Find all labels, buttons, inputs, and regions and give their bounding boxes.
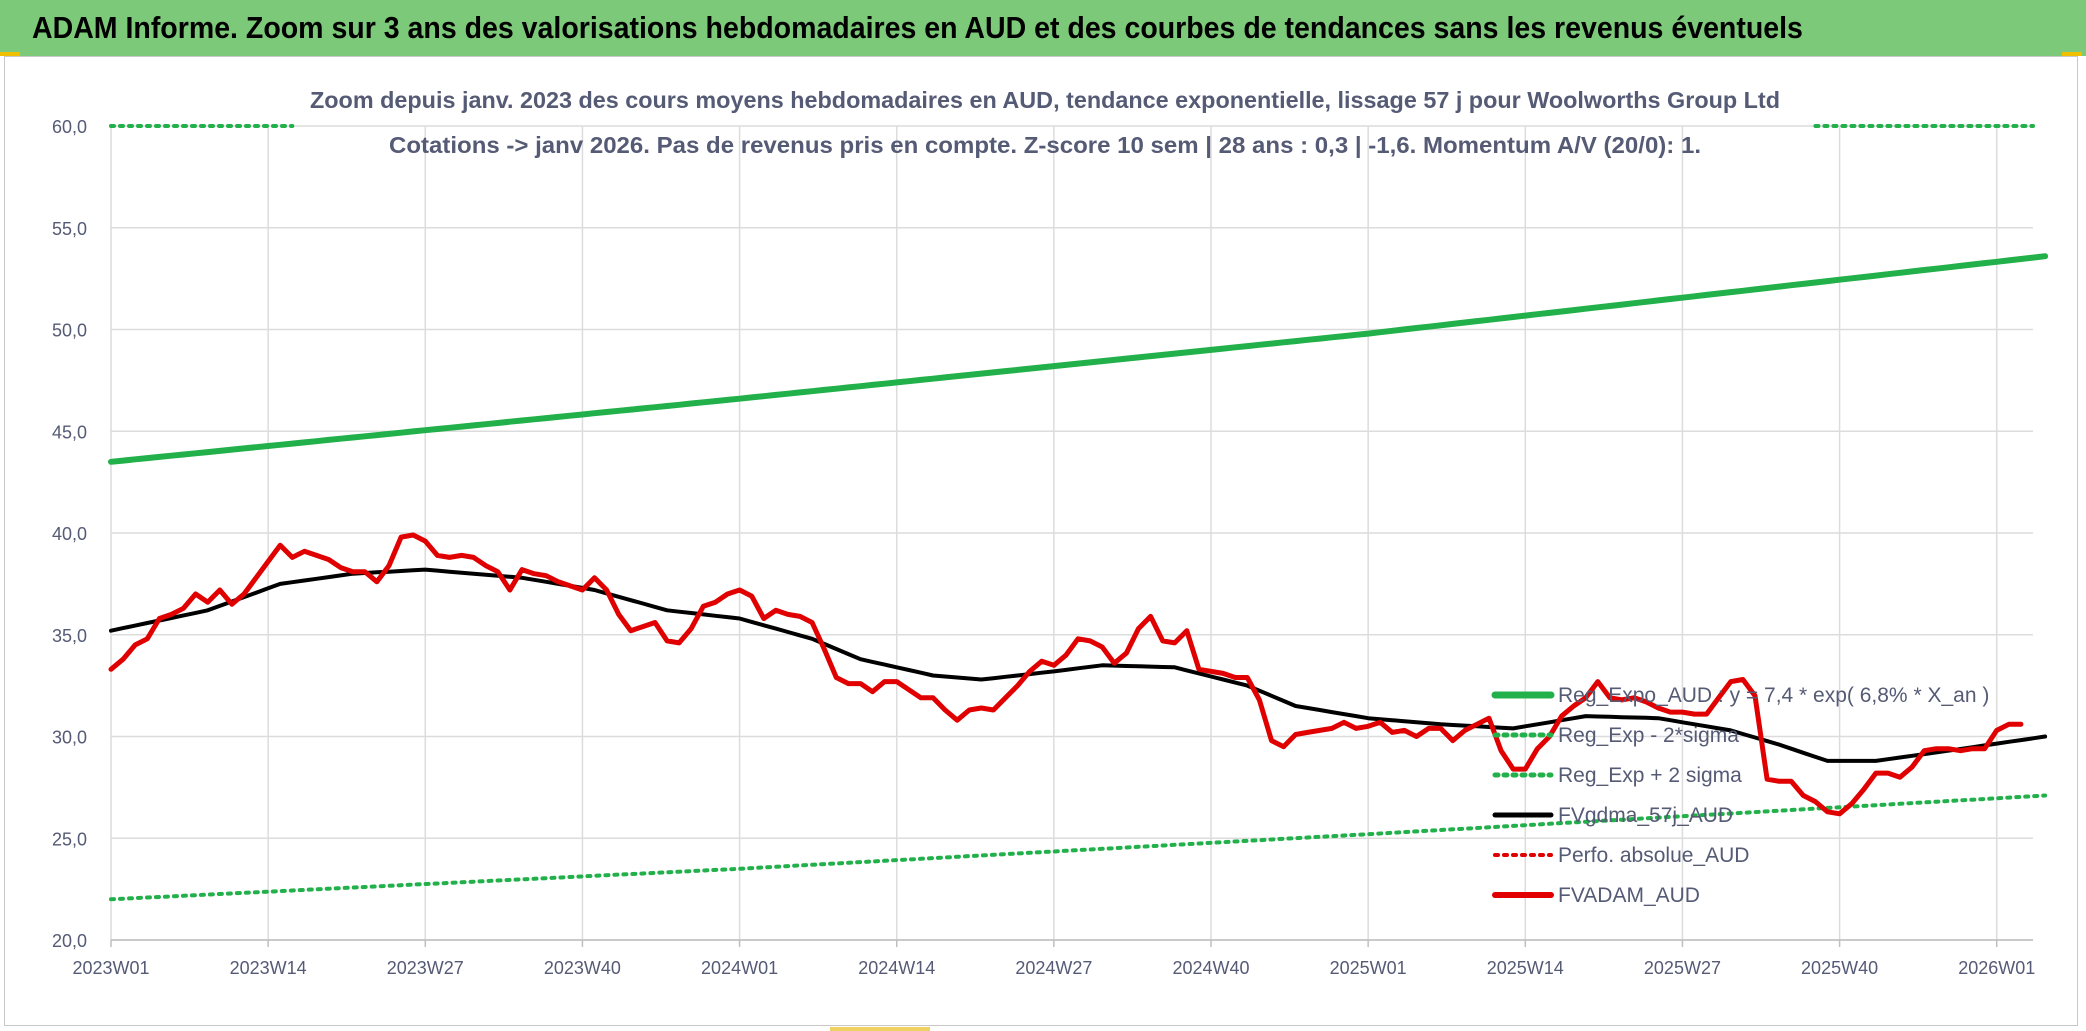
legend-label: Perfo. absolue_AUD (1558, 844, 1749, 867)
chart-title-line1: Zoom depuis janv. 2023 des cours moyens … (310, 87, 1780, 113)
x-tick-label: 2023W01 (72, 958, 149, 978)
y-tick-label: 60,0 (52, 117, 87, 137)
x-tick-label: 2023W14 (230, 958, 307, 978)
y-tick-label: 25,0 (52, 829, 87, 849)
x-tick-label: 2023W27 (387, 958, 464, 978)
x-tick-label: 2024W01 (701, 958, 778, 978)
x-tick-label: 2025W01 (1330, 958, 1407, 978)
line-chart: 20,0 25,0 30,0 35,0 40,0 45,0 50,0 55,0 60,0 202… (52, 87, 2049, 978)
chart-frame: 20,0 25,0 30,0 35,0 40,0 45,0 50,0 55,0 60,0 202… (4, 56, 2078, 1026)
x-tick-label: 2024W40 (1172, 958, 1249, 978)
banner-accent-left (0, 52, 20, 56)
y-tick-label: 20,0 (52, 931, 87, 951)
legend: Reg_Expo_AUD : y = 7,4 * exp( 6,8% * X_a… (1491, 684, 1989, 907)
x-tick-label: 2024W14 (858, 958, 935, 978)
series-line-lower-band (109, 793, 2048, 902)
y-tick-label: 30,0 (52, 728, 87, 748)
series-line-fvadam (108, 532, 2024, 817)
x-tick-label: 2025W40 (1801, 958, 1878, 978)
legend-label: FVgdma_57j_AUD (1558, 804, 1733, 827)
report-title: ADAM Informe. Zoom sur 3 ans des valoris… (32, 10, 1803, 45)
x-tick-label: 2025W27 (1644, 958, 1721, 978)
gridlines (110, 125, 2033, 941)
legend-label: Reg_Exp - 2*sigma (1558, 724, 1739, 747)
report-banner: ADAM Informe. Zoom sur 3 ans des valoris… (0, 0, 2086, 56)
legend-label: FVADAM_AUD (1558, 884, 1700, 907)
legend-label: Reg_Expo_AUD : y = 7,4 * exp( 6,8% * X_a… (1558, 684, 1989, 707)
y-tick-label: 45,0 (52, 422, 87, 442)
x-axis: 2023W01 2023W14 2023W27 2023W40 2024W01 2024W… (72, 939, 2035, 978)
y-axis: 20,0 25,0 30,0 35,0 40,0 45,0 50,0 55,0 60,0 (52, 117, 87, 951)
legend-label: Reg_Exp + 2 sigma (1558, 764, 1742, 787)
series-lines (108, 124, 2049, 902)
frame-accent-bottom (830, 1027, 930, 1031)
banner-accent-right (2062, 52, 2082, 56)
x-tick-label: 2023W40 (544, 958, 621, 978)
x-tick-label: 2025W14 (1487, 958, 1564, 978)
series-line-reg-expo (108, 253, 2049, 465)
y-tick-label: 50,0 (52, 321, 87, 341)
series-line-fvgdma (109, 567, 2048, 763)
y-tick-label: 35,0 (52, 626, 87, 646)
y-tick-label: 40,0 (52, 524, 87, 544)
x-tick-label: 2024W27 (1015, 958, 1092, 978)
y-tick-label: 55,0 (52, 219, 87, 239)
x-tick-label: 2026W01 (1958, 958, 2035, 978)
chart-title-line2: Cotations -> janv 2026. Pas de revenus p… (389, 132, 1701, 158)
